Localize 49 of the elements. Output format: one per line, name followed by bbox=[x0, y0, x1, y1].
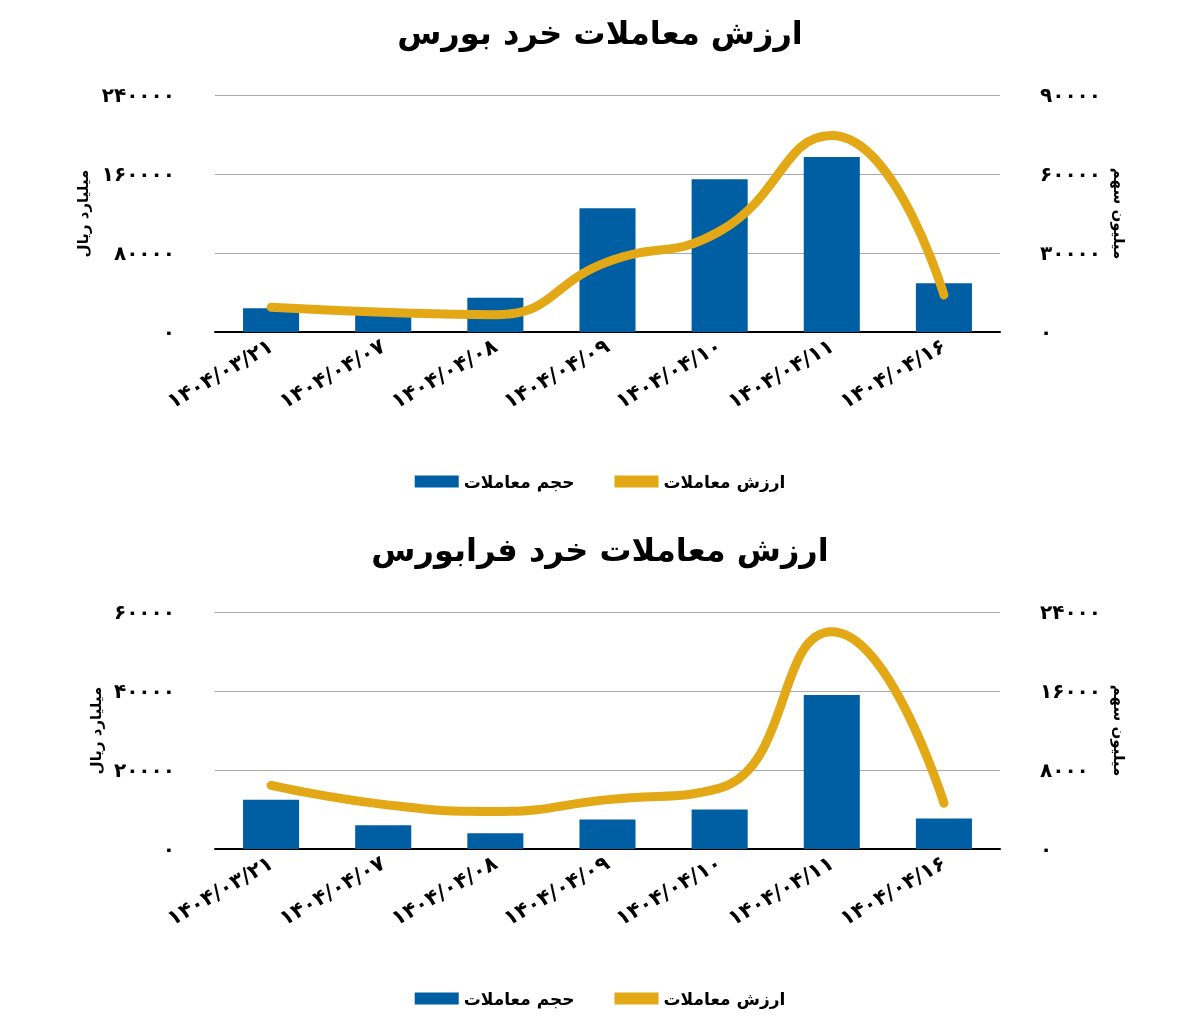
y-tick-label: ۰ bbox=[162, 320, 175, 344]
x-tick-label: ۱۴۰۴/۰۴/۱۱ bbox=[723, 850, 838, 931]
bar bbox=[691, 809, 748, 849]
y2-tick-label: ۰ bbox=[1040, 837, 1053, 861]
y2-tick-label: ۳۰۰۰۰ bbox=[1040, 241, 1102, 265]
y-tick-label: ۲۴۰۰۰۰ bbox=[101, 83, 175, 107]
bar bbox=[579, 208, 636, 332]
legend-label: ارزش معاملات bbox=[663, 471, 786, 492]
bar bbox=[915, 283, 972, 332]
y2-tick-label: ۸۰۰۰ bbox=[1040, 758, 1089, 782]
x-tick-label: ۱۴۰۴/۰۴/۰۹ bbox=[499, 850, 614, 931]
legend-label: حجم معاملات bbox=[463, 471, 575, 492]
y-tick-label: ۸۰۰۰۰ bbox=[113, 241, 175, 265]
bar bbox=[691, 179, 748, 332]
x-tick-label: ۱۴۰۴/۰۴/۰۹ bbox=[499, 333, 614, 414]
x-tick-label: ۱۴۰۴/۰۴/۰۷ bbox=[275, 850, 390, 931]
bar bbox=[243, 799, 300, 849]
y-tick-label: ۱۶۰۰۰۰ bbox=[101, 162, 175, 186]
bar bbox=[355, 825, 412, 849]
x-tick-label: ۱۴۰۴/۰۴/۱۱ bbox=[723, 333, 838, 414]
legend-label: ارزش معاملات bbox=[663, 988, 786, 1009]
bar bbox=[803, 156, 860, 332]
bar bbox=[915, 818, 972, 849]
y-tick-label: ۶۰۰۰۰ bbox=[113, 600, 175, 624]
chart-title: ارزش معاملات خرد فرابورس bbox=[371, 531, 829, 569]
legend-label: حجم معاملات bbox=[463, 988, 575, 1009]
x-tick-label: ۱۴۰۴/۰۴/۰۸ bbox=[387, 333, 502, 414]
x-tick-label: ۱۴۰۴/۰۴/۰۷ bbox=[275, 333, 390, 414]
y-tick-label: ۲۰۰۰۰ bbox=[113, 758, 175, 782]
bar bbox=[467, 833, 524, 849]
x-tick-label: ۱۴۰۴/۰۴/۰۸ bbox=[387, 850, 502, 931]
chart-title: ارزش معاملات خرد بورس bbox=[397, 14, 803, 52]
x-tick-label: ۱۴۰۴/۰۴/۱۶ bbox=[835, 850, 950, 931]
x-tick-label: ۱۴۰۴/۰۴/۱۰ bbox=[611, 333, 726, 414]
y-tick-label: ۰ bbox=[162, 837, 175, 861]
y2-axis-title: میلیون سهم bbox=[1110, 167, 1129, 260]
y2-tick-label: ۶۰۰۰۰ bbox=[1040, 162, 1102, 186]
y-axis-title: میلیارد ریال bbox=[86, 686, 105, 775]
bar bbox=[803, 694, 860, 849]
y2-axis-title: میلیون سهم bbox=[1110, 684, 1129, 777]
y2-tick-label: ۲۴۰۰۰ bbox=[1040, 600, 1102, 624]
y2-tick-label: ۹۰۰۰۰ bbox=[1040, 83, 1102, 107]
bar bbox=[579, 819, 636, 849]
y2-tick-label: ۱۶۰۰۰ bbox=[1040, 679, 1102, 703]
y-axis-title: میلیارد ریال bbox=[74, 169, 93, 258]
x-tick-label: ۱۴۰۴/۰۴/۱۶ bbox=[835, 333, 950, 414]
y2-tick-label: ۰ bbox=[1040, 320, 1053, 344]
x-tick-label: ۱۴۰۴/۰۴/۱۰ bbox=[611, 850, 726, 931]
y-tick-label: ۴۰۰۰۰ bbox=[113, 679, 175, 703]
